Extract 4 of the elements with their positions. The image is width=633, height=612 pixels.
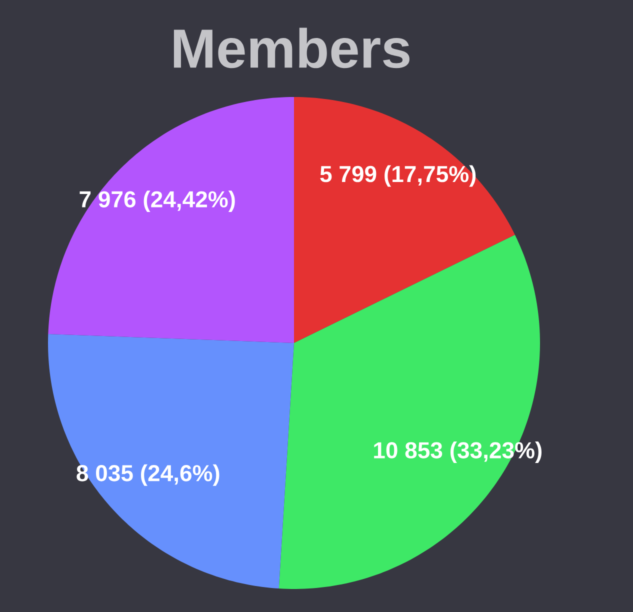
chart-title: Members: [174, 28, 410, 68]
data-label: 5 799 (17,75%): [320, 165, 476, 187]
data-label: 8 035 (24,6%): [76, 464, 220, 486]
data-label: 7 976 (24,42%): [80, 190, 235, 212]
